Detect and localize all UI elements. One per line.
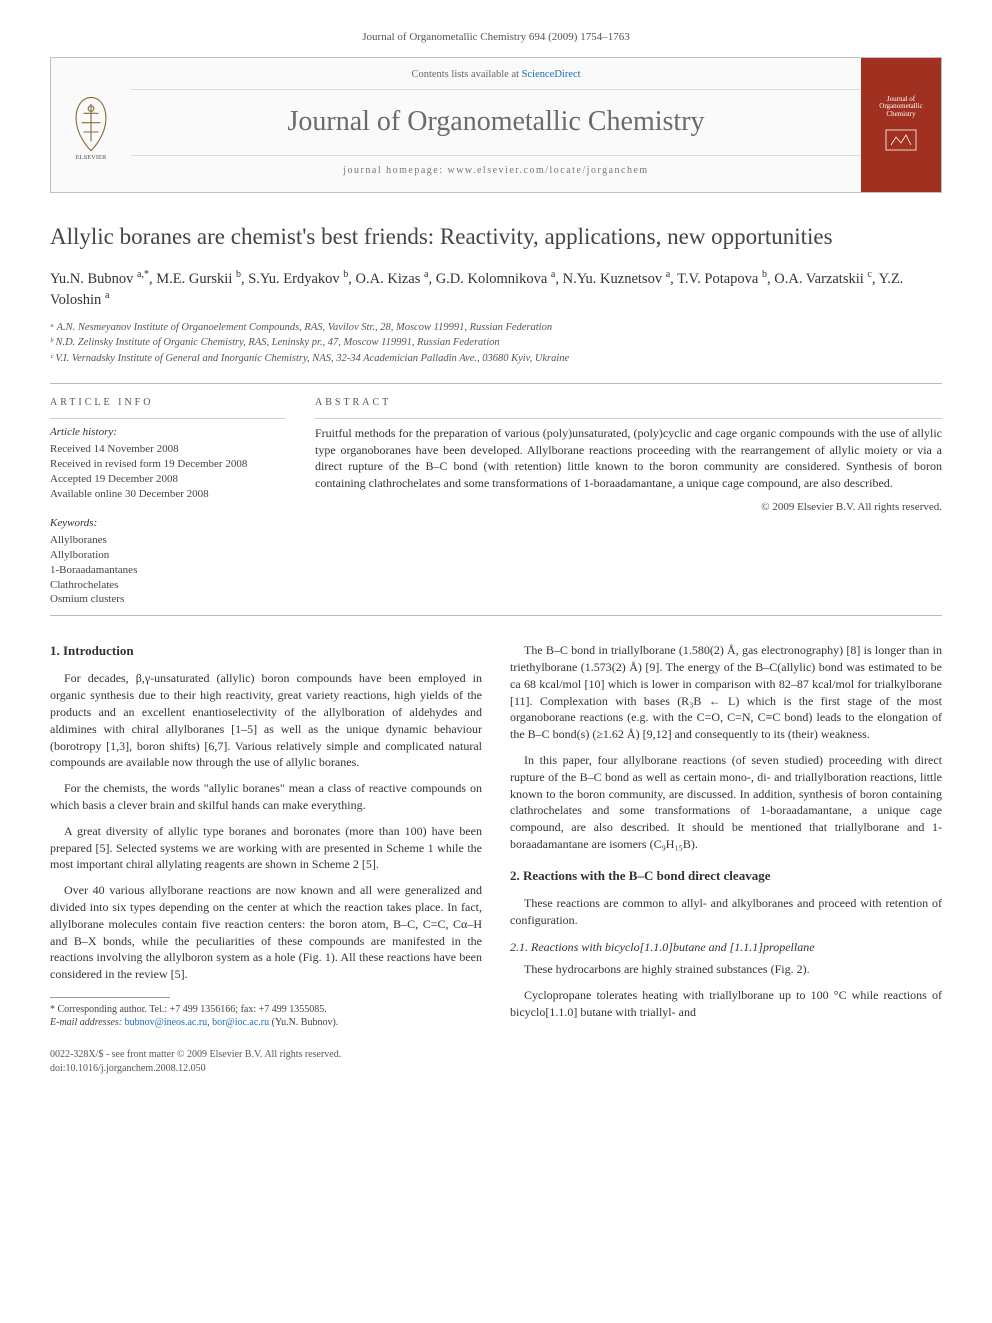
section-1-head: 1. Introduction: [50, 642, 482, 660]
doi: doi:10.1016/j.jorganchem.2008.12.050: [50, 1062, 341, 1076]
paragraph: A great diversity of allylic type borane…: [50, 823, 482, 873]
cover-text: Journal of Organometallic Chemistry: [879, 96, 922, 119]
footnote-rule: [50, 997, 170, 998]
divider: [50, 383, 942, 384]
article-body: 1. Introduction For decades, β,γ-unsatur…: [50, 642, 942, 1030]
journal-reference: Journal of Organometallic Chemistry 694 …: [50, 30, 942, 45]
article-info-head: ARTICLE INFO: [50, 396, 285, 410]
abstract: ABSTRACT Fruitful methods for the prepar…: [315, 396, 942, 607]
history-received: Received 14 November 2008: [50, 442, 285, 457]
section-2-head: 2. Reactions with the B–C bond direct cl…: [510, 867, 942, 885]
svg-text:ELSEVIER: ELSEVIER: [76, 154, 107, 160]
journal-header: ELSEVIER Contents lists available at Sci…: [50, 57, 942, 193]
section-2-1-head: 2.1. Reactions with bicyclo[1.1.0]butane…: [510, 939, 942, 956]
abstract-copyright: © 2009 Elsevier B.V. All rights reserved…: [315, 500, 942, 515]
journal-cover-thumb: Journal of Organometallic Chemistry: [861, 58, 941, 192]
keyword: Allylboranes: [50, 533, 285, 548]
email-label: E-mail addresses:: [50, 1017, 122, 1028]
footnote-email: E-mail addresses: bubnov@ineos.ac.ru, bo…: [50, 1016, 482, 1029]
contents-available: Contents lists available at ScienceDirec…: [131, 68, 861, 90]
elsevier-logo: ELSEVIER: [51, 58, 131, 192]
email-link-1[interactable]: bubnov@ineos.ac.ru: [125, 1017, 208, 1028]
info-abstract-row: ARTICLE INFO Article history: Received 1…: [50, 396, 942, 607]
history-online: Available online 30 December 2008: [50, 487, 285, 502]
journal-homepage: journal homepage: www.elsevier.com/locat…: [131, 155, 861, 178]
article-info: ARTICLE INFO Article history: Received 1…: [50, 396, 285, 607]
header-center: Contents lists available at ScienceDirec…: [131, 58, 861, 192]
affiliations: ᵃ A.N. Nesmeyanov Institute of Organoele…: [50, 321, 942, 367]
corresponding-author-note: * Corresponding author. Tel.: +7 499 135…: [50, 1003, 482, 1029]
footer-left: 0022-328X/$ - see front matter © 2009 El…: [50, 1048, 341, 1076]
keyword: Allylboration: [50, 548, 285, 563]
sciencedirect-link[interactable]: ScienceDirect: [522, 69, 581, 80]
email-link-2[interactable]: bor@ioc.ac.ru: [212, 1017, 269, 1028]
keyword: Osmium clusters: [50, 592, 285, 607]
contents-prefix: Contents lists available at: [411, 69, 521, 80]
abstract-head: ABSTRACT: [315, 396, 942, 410]
keywords-head: Keywords:: [50, 516, 285, 531]
paragraph: The B–C bond in triallylborane (1.580(2)…: [510, 642, 942, 743]
paragraph: For decades, β,γ-unsaturated (allylic) b…: [50, 670, 482, 771]
journal-name: Journal of Organometallic Chemistry: [131, 102, 861, 141]
history-accepted: Accepted 19 December 2008: [50, 472, 285, 487]
affiliation-a: ᵃ A.N. Nesmeyanov Institute of Organoele…: [50, 321, 942, 336]
paragraph: For the chemists, the words "allylic bor…: [50, 780, 482, 814]
footnote-corr: * Corresponding author. Tel.: +7 499 135…: [50, 1003, 482, 1016]
paragraph: Over 40 various allylborane reactions ar…: [50, 882, 482, 983]
divider: [50, 615, 942, 616]
abstract-text: Fruitful methods for the preparation of …: [315, 425, 942, 492]
front-matter: 0022-328X/$ - see front matter © 2009 El…: [50, 1048, 341, 1062]
affiliation-b: ᵇ N.D. Zelinsky Institute of Organic Che…: [50, 336, 942, 351]
keyword: Clathrochelates: [50, 578, 285, 593]
paragraph: In this paper, four allylborane reaction…: [510, 752, 942, 853]
paragraph: These hydrocarbons are highly strained s…: [510, 961, 942, 978]
keyword: 1-Boraadamantanes: [50, 563, 285, 578]
email-tail: (Yu.N. Bubnov).: [272, 1017, 339, 1028]
affiliation-c: ᶜ V.I. Vernadsky Institute of General an…: [50, 352, 942, 367]
paragraph: These reactions are common to allyl- and…: [510, 895, 942, 929]
history-revised: Received in revised form 19 December 200…: [50, 457, 285, 472]
paragraph: Cyclopropane tolerates heating with tria…: [510, 987, 942, 1021]
article-title: Allylic boranes are chemist's best frien…: [50, 223, 942, 252]
author-list: Yu.N. Bubnov a,*, M.E. Gurskii b, S.Yu. …: [50, 268, 942, 311]
page-footer: 0022-328X/$ - see front matter © 2009 El…: [50, 1048, 942, 1076]
history-head: Article history:: [50, 425, 285, 440]
